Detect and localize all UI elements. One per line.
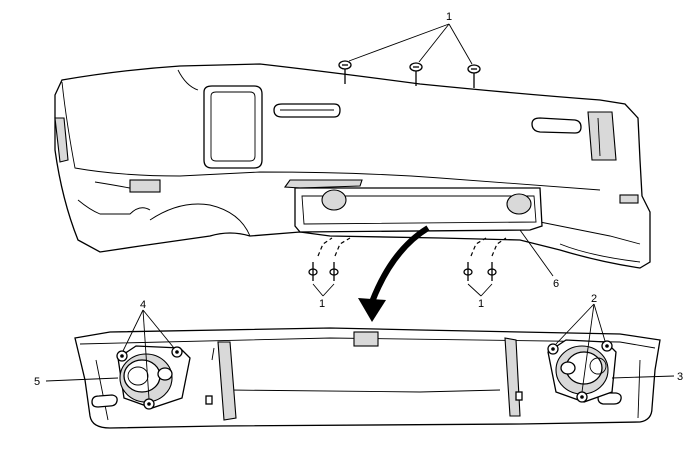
callout-1-top: 1	[446, 11, 452, 23]
screw-icon	[467, 64, 481, 88]
callout-6: 6	[553, 278, 559, 290]
lower-screws-right	[463, 237, 507, 297]
callout-4: 4	[140, 299, 146, 311]
fastener-icon	[143, 398, 155, 410]
screw-icon	[463, 262, 473, 281]
lower-screws-left	[308, 237, 351, 297]
callout-2: 2	[591, 293, 597, 305]
callout-1-lower-left: 1	[319, 298, 325, 310]
callout-1-lower-right: 1	[478, 298, 484, 310]
fog-lamp-left	[45, 309, 191, 410]
front-fascia	[54, 63, 651, 269]
fog-lamp-bracket	[74, 327, 661, 429]
top-screws	[338, 23, 481, 88]
fastener-icon	[547, 343, 559, 355]
fastener-icon	[601, 340, 613, 352]
fascia-panel-6	[294, 187, 543, 233]
leader-6	[519, 229, 554, 277]
fog-lamp-right	[547, 303, 675, 403]
screw-icon	[487, 262, 497, 281]
screw-icon	[308, 262, 318, 281]
screw-icon	[409, 62, 423, 86]
fastener-icon	[116, 350, 128, 362]
callout-3: 3	[677, 371, 683, 383]
curved-arrow-icon	[358, 225, 430, 322]
callout-5: 5	[34, 376, 40, 388]
screw-icon	[338, 60, 352, 84]
fastener-icon	[171, 346, 183, 358]
fastener-icon	[576, 391, 588, 403]
screw-icon	[329, 262, 339, 281]
